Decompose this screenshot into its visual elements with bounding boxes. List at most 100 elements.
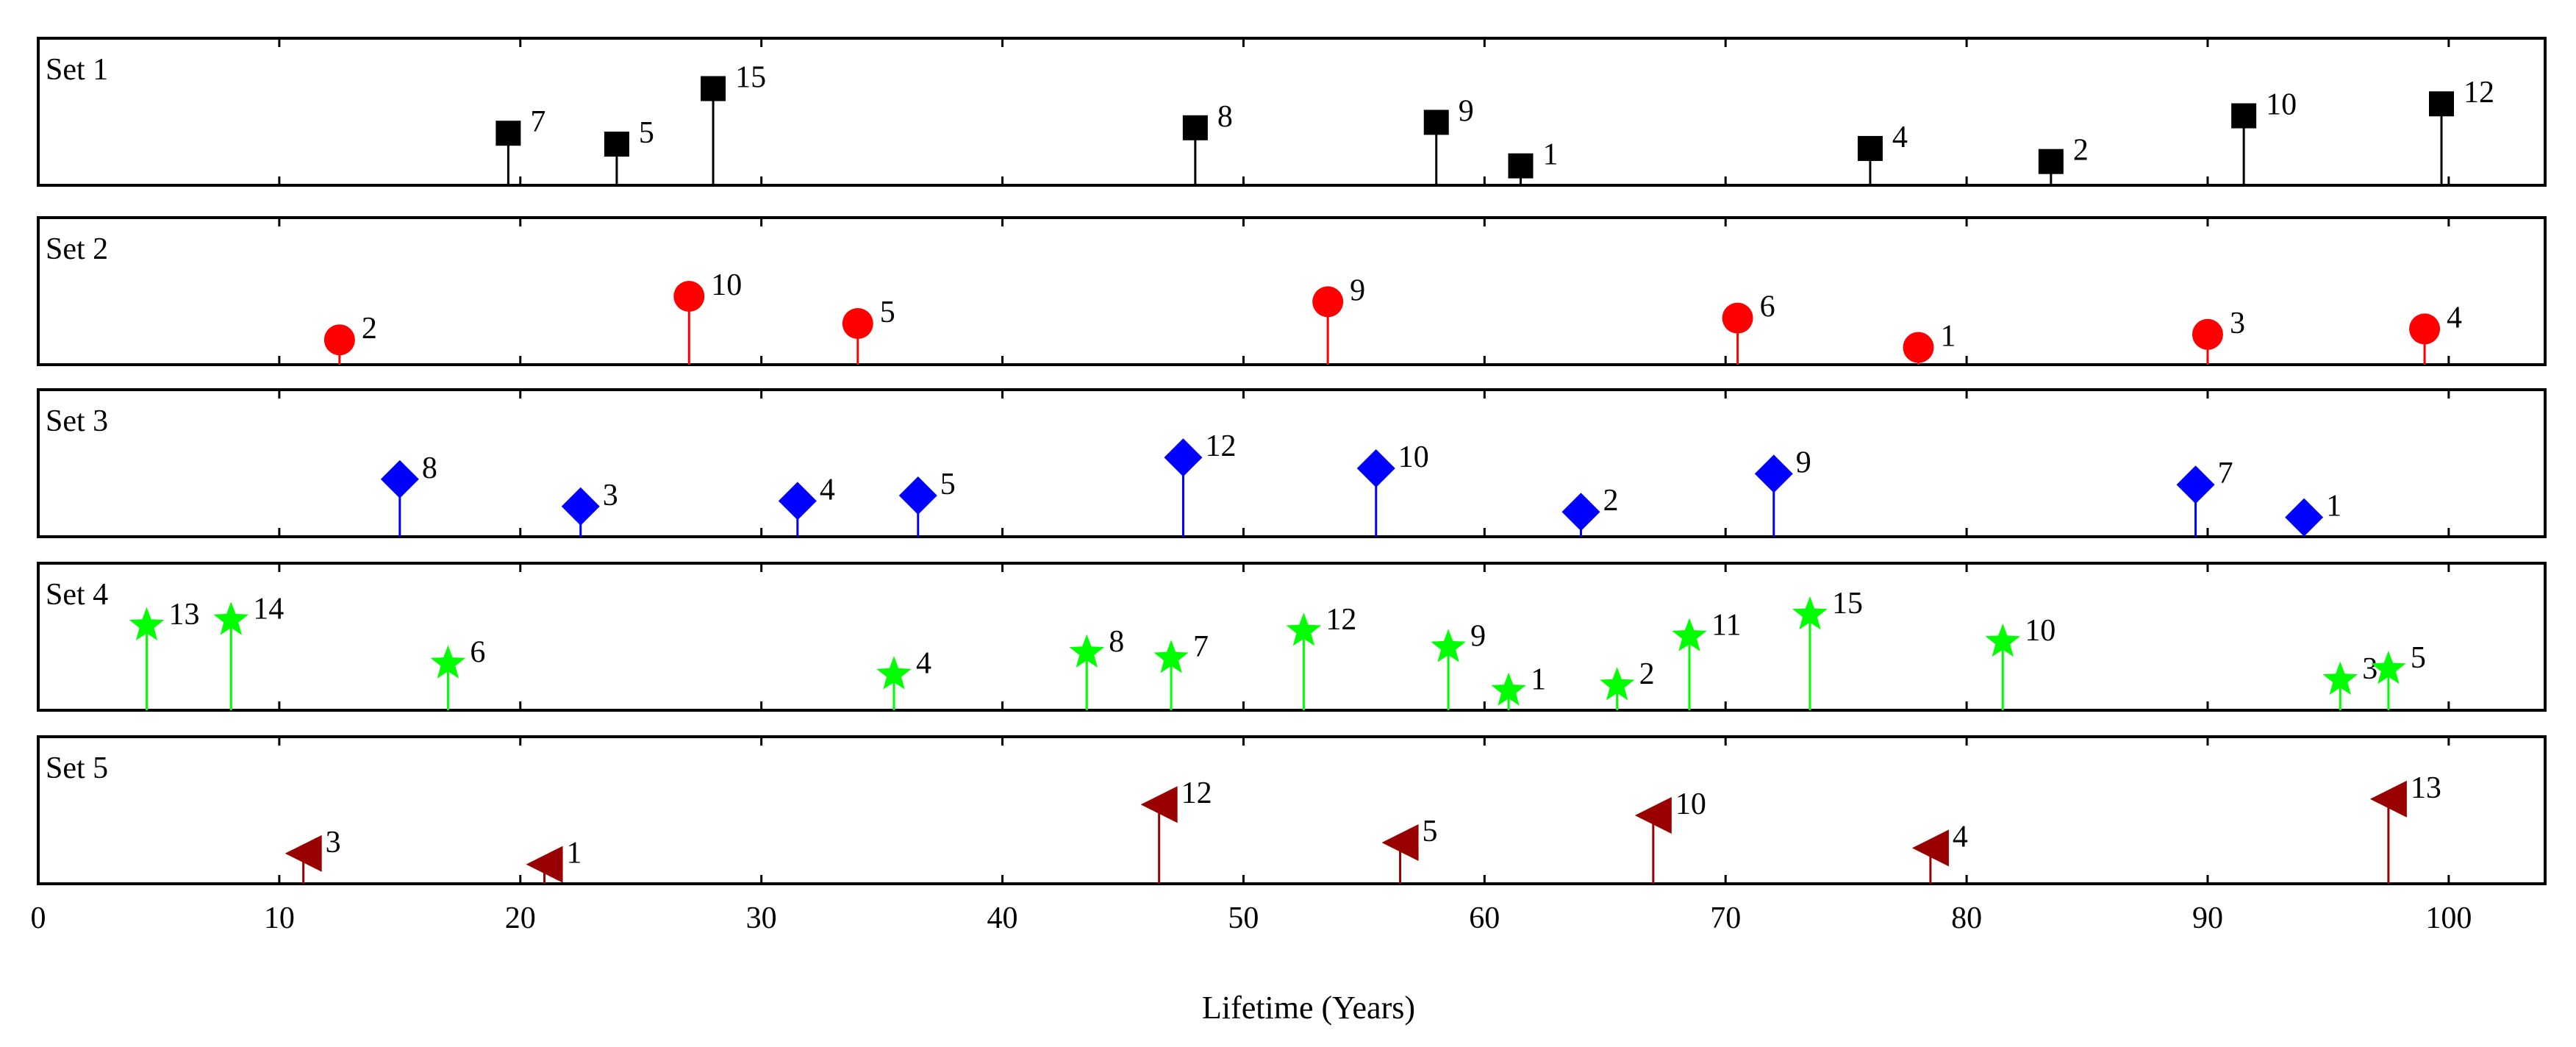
data-point-label: 15 [1832,587,1863,621]
data-point-marker [1672,618,1707,651]
data-point-label: 1 [2326,490,2341,524]
data-point-marker [1381,824,1419,861]
data-point-label: 5 [2411,641,2426,675]
x-tick-label: 40 [987,901,1018,935]
data-point-marker [1561,493,1600,532]
data-point-marker [1312,286,1344,318]
data-point-marker [1423,110,1449,135]
data-point-marker [561,487,600,526]
panel-set-3: Set 3 8 3 4 5 12 10 2 9 7 1 [37,388,2547,538]
data-point-label: 7 [1193,630,1209,664]
data-point-label: 6 [1760,290,1775,324]
data-point-label: 5 [639,116,654,150]
data-point-marker [495,121,521,146]
x-tick-label: 20 [505,901,536,935]
data-point-label: 5 [880,296,895,329]
data-point-label: 2 [362,312,377,346]
set-label: Set 4 [46,578,108,612]
data-point-marker [1754,454,1793,493]
data-point-marker [2322,661,2358,695]
data-point-marker [285,835,322,872]
data-point-label: 10 [1675,787,1706,821]
data-point-marker [876,656,912,690]
data-point-marker [1182,115,1208,140]
x-tick-label: 0 [31,901,46,935]
data-point-label: 2 [2073,134,2089,168]
set-label: Set 2 [46,232,108,266]
data-point-marker [1599,667,1635,701]
data-point-label: 3 [2362,652,2378,686]
data-point-marker [2369,780,2407,818]
data-point-label: 12 [2464,76,2494,110]
set-label: Set 1 [46,53,108,87]
data-point-label: 7 [2218,457,2233,490]
x-tick-label: 50 [1228,901,1259,935]
x-tick-label: 90 [2192,901,2223,935]
data-point-marker [1431,629,1466,662]
data-point-marker [604,132,629,157]
panel-frame [37,735,2547,885]
data-point-label: 3 [603,479,618,512]
data-point-label: 9 [1796,446,1811,479]
data-point-label: 10 [711,268,742,302]
data-point-marker [1286,612,1322,646]
data-point-marker [1508,153,1534,179]
data-point-marker [673,281,705,312]
data-point-label: 10 [1398,440,1429,474]
panel-set-1: Set 1 7 5 15 8 9 1 4 2 10 12 [37,37,2547,187]
x-axis: 0 10 20 30 40 50 60 70 80 90 100 [31,901,2472,935]
data-point-label: 2 [1639,657,1655,691]
data-point-marker [1140,786,1178,823]
data-point-label: 5 [940,468,956,501]
data-point-label: 6 [470,636,485,670]
x-tick-label: 30 [746,901,777,935]
data-point-label: 12 [1325,603,1356,637]
data-point-marker [898,476,937,515]
panel-frame [37,37,2547,187]
data-point-marker [2038,149,2064,174]
panel-set-2: Set 2 2 10 5 9 6 1 3 4 [37,216,2547,366]
data-point-marker [1164,438,1203,477]
data-point-label: 4 [2447,301,2462,335]
data-point-marker [1069,634,1105,668]
data-point-marker [2429,91,2455,117]
data-point-label: 8 [1109,625,1124,659]
data-point-label: 13 [169,598,200,632]
data-point-label: 4 [820,473,835,507]
x-tick-label: 100 [2425,901,2472,935]
data-point-marker [2409,313,2441,345]
data-point-label: 4 [1953,820,1968,854]
x-tick-label: 70 [1710,901,1741,935]
panel-set-5: Set 5 3 1 12 5 10 4 13 [37,735,2547,885]
data-point-marker [430,645,466,679]
data-point-marker [526,846,563,883]
data-point-label: 1 [567,837,582,871]
data-point-marker [1634,797,1672,834]
data-point-label: 9 [1459,94,1474,128]
data-point-marker [2192,318,2223,350]
panel-frame [37,562,2547,712]
data-point-marker [1491,672,1526,706]
data-point-marker [842,308,873,339]
x-tick-label: 80 [1951,901,1982,935]
panel-frame [37,388,2547,538]
data-point-marker [1857,135,1883,161]
data-point-label: 11 [1711,609,1741,643]
data-point-label: 7 [530,105,545,139]
x-axis-title: Lifetime (Years) [1202,990,1415,1026]
data-point-label: 3 [2230,307,2245,340]
data-point-marker [778,482,817,521]
data-point-label: 1 [1531,663,1546,697]
data-point-marker [1903,332,1934,363]
data-point-marker [323,324,355,356]
data-point-label: 1 [1542,138,1558,172]
data-point-marker [1911,829,1949,867]
panel-frame [37,216,2547,366]
data-point-label: 12 [1181,776,1212,810]
data-point-label: 8 [1217,100,1233,134]
data-point-marker [213,601,249,635]
data-point-label: 12 [1205,429,1236,463]
